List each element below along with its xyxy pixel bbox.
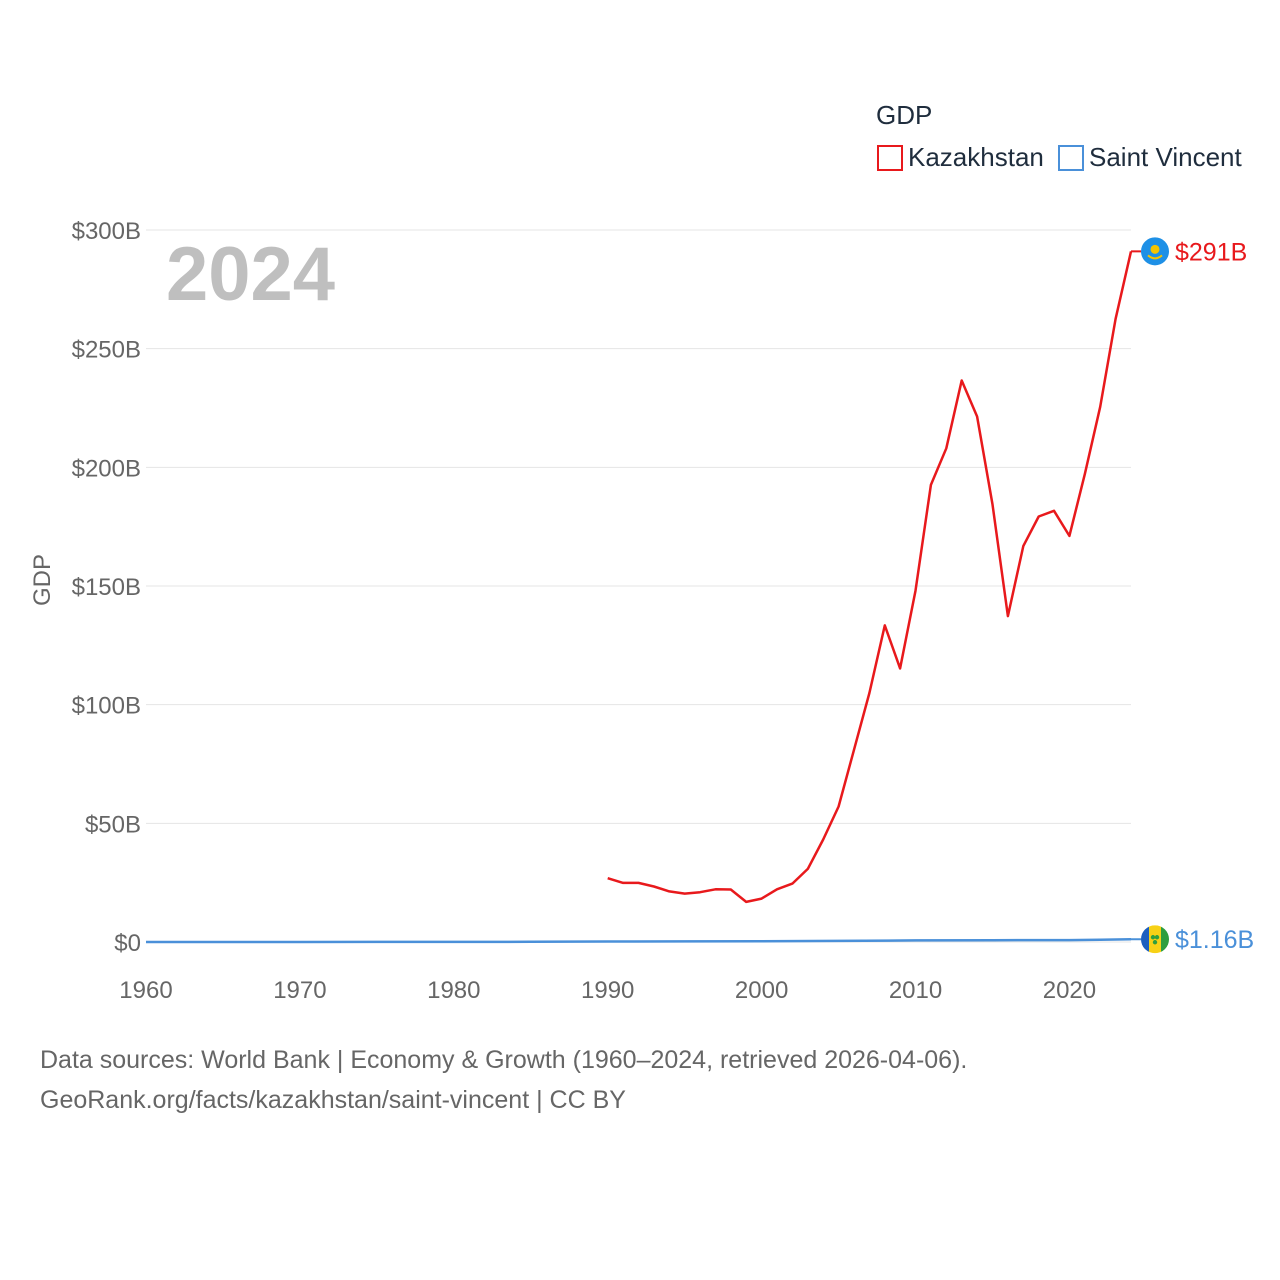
y-axis-ticks: $0 $50B $100B $150B $200B $250B $300B bbox=[72, 218, 141, 957]
legend-swatch-kazakhstan[interactable] bbox=[877, 145, 903, 171]
x-tick-label: 1970 bbox=[273, 977, 326, 1004]
y-tick-label: $150B bbox=[72, 574, 141, 601]
end-value-label: $1.16B bbox=[1175, 926, 1254, 954]
grid-lines bbox=[146, 229, 1131, 943]
x-tick-label: 1960 bbox=[119, 977, 172, 1004]
x-tick-label: 2000 bbox=[735, 977, 788, 1004]
saint-vincent-flag-icon bbox=[1141, 925, 1169, 954]
data-sources-text: Data sources: World Bank | Economy & Gro… bbox=[40, 1046, 968, 1074]
y-tick-label: $200B bbox=[72, 455, 141, 482]
legend-title: GDP bbox=[876, 100, 932, 130]
x-tick-label: 1990 bbox=[581, 977, 634, 1004]
series-line-kazakhstan[interactable] bbox=[607, 251, 1133, 904]
y-tick-label: $50B bbox=[85, 811, 141, 838]
series-line-saint-vincent[interactable] bbox=[146, 937, 1132, 944]
y-tick-label: $300B bbox=[72, 218, 141, 245]
legend: GDP Kazakhstan Saint Vincent bbox=[876, 100, 1243, 172]
legend-swatch-saint-vincent[interactable] bbox=[1058, 145, 1084, 171]
legend-label-kazakhstan[interactable]: Kazakhstan bbox=[908, 142, 1044, 172]
kazakhstan-flag-icon bbox=[1141, 237, 1169, 266]
year-label: 2024 bbox=[166, 232, 335, 317]
y-tick-label: $250B bbox=[72, 337, 141, 364]
y-tick-label: $100B bbox=[72, 693, 141, 720]
series-lines bbox=[146, 251, 1133, 944]
end-value-label: $291B bbox=[1175, 238, 1247, 266]
x-tick-label: 2020 bbox=[1043, 977, 1096, 1004]
legend-label-saint-vincent[interactable]: Saint Vincent bbox=[1089, 142, 1243, 172]
x-axis-ticks: 1960 1970 1980 1990 2000 2010 2020 bbox=[119, 977, 1096, 1004]
source-link[interactable]: GeoRank.org/facts/kazakhstan/saint-vince… bbox=[40, 1086, 626, 1114]
x-tick-label: 1980 bbox=[427, 977, 480, 1004]
y-tick-label: $0 bbox=[114, 930, 141, 957]
y-axis-title: GDP bbox=[29, 554, 56, 606]
footer: Data sources: World Bank | Economy & Gro… bbox=[40, 1040, 967, 1120]
end-labels: $291B $1.16B bbox=[1131, 237, 1254, 954]
x-tick-label: 2010 bbox=[889, 977, 942, 1004]
